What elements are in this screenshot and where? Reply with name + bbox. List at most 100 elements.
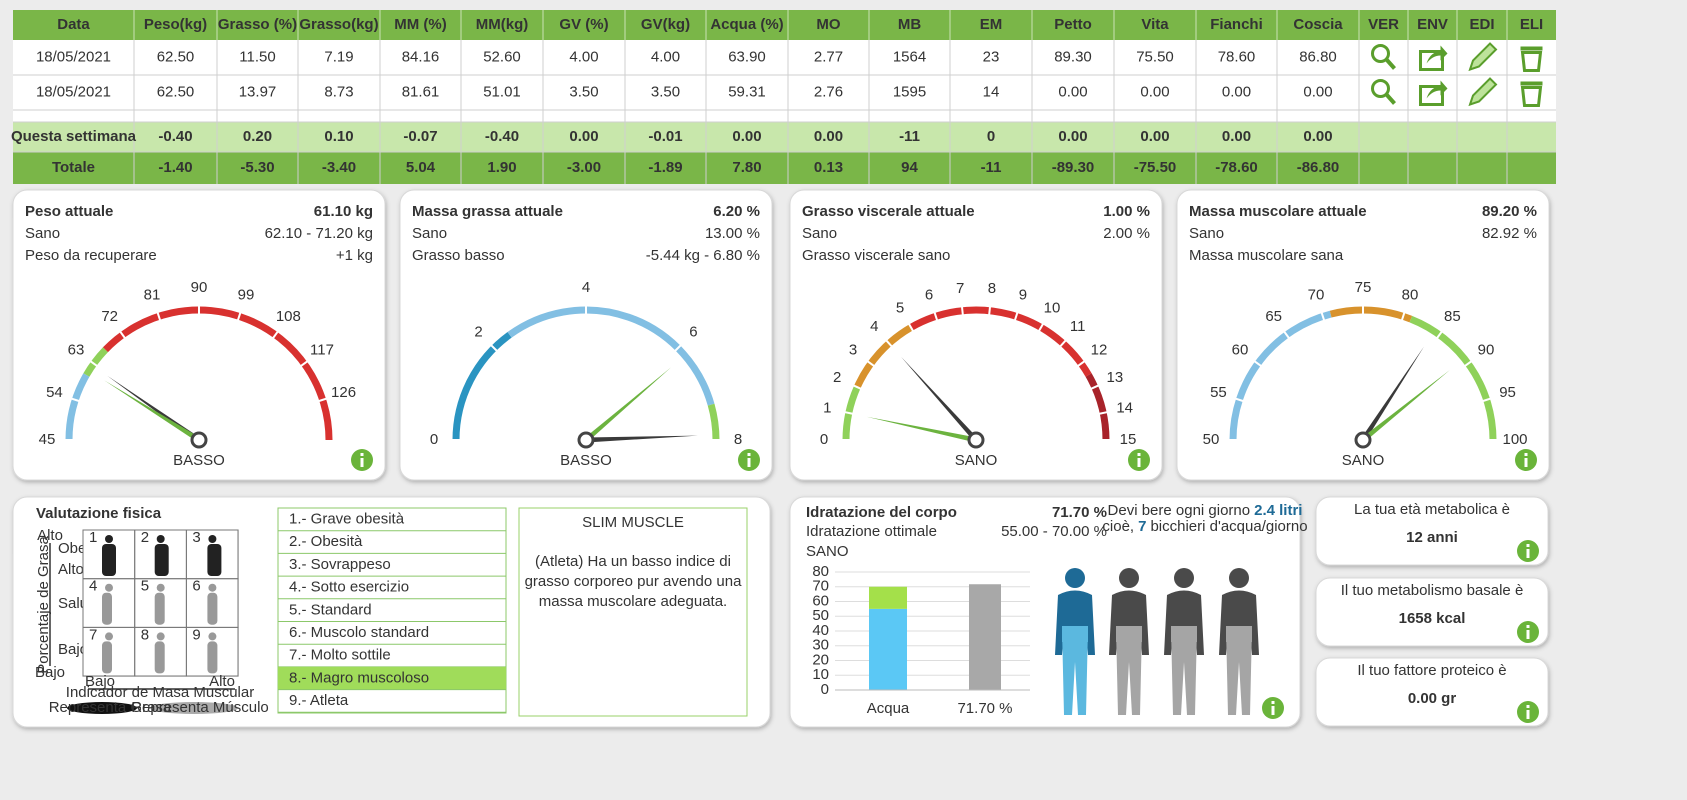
gauge-tick: [1320, 311, 1326, 322]
gauge-tick-label: 100: [1502, 431, 1527, 448]
option-item[interactable]: 6.- Muscolo standard: [278, 624, 506, 645]
gauge-tick-label: 99: [238, 286, 255, 303]
gauge-needle: [866, 416, 977, 443]
gauge-tick: [70, 397, 81, 403]
icon-shape: [1419, 85, 1444, 106]
column-header: VER: [1368, 16, 1399, 33]
option-item[interactable]: 2.- Obesità: [278, 533, 506, 554]
icon-shape: [1419, 50, 1444, 71]
y-tick-label: 80: [812, 563, 829, 580]
option-item[interactable]: 3.- Sovrappeso: [278, 556, 506, 577]
table-cell: 51.01: [483, 83, 521, 100]
delete-button[interactable]: [1520, 81, 1543, 107]
table-cell: 86.80: [1299, 48, 1337, 65]
gauge-tick: [1234, 397, 1245, 403]
gauge-hub: [1354, 431, 1372, 449]
figure-head: [156, 535, 165, 543]
gauge-tick: [1463, 359, 1473, 368]
info-dot: [1137, 453, 1141, 456]
option-label: 1.- Grave obesità: [289, 510, 405, 527]
gauge-tick: [852, 384, 863, 391]
info-button[interactable]: [351, 449, 373, 471]
result-text: massa muscolare adeguata.: [539, 593, 727, 610]
gauge-value: 1.00 %: [1103, 203, 1150, 220]
info-button[interactable]: [1515, 449, 1537, 471]
option-item[interactable]: 8.- Magro muscoloso: [278, 666, 506, 691]
optimal-range: 55.00 - 70.00 %: [1001, 523, 1107, 540]
y-tick-label: 0: [821, 681, 829, 698]
info-button[interactable]: [738, 449, 760, 471]
cell-number: 1: [89, 529, 97, 546]
view-button[interactable]: [1371, 44, 1396, 70]
edit-button[interactable]: [1468, 42, 1498, 72]
table-cell: 2.76: [814, 83, 843, 100]
delete-button[interactable]: [1520, 46, 1543, 72]
option-label: 6.- Muscolo standard: [289, 624, 429, 641]
card: [12, 189, 386, 481]
table-cell: 3.50: [651, 83, 680, 100]
icon-shape: [1371, 44, 1390, 63]
gauge-tick-label: 1: [823, 399, 831, 416]
view-button[interactable]: [1371, 79, 1396, 105]
summary-cell: 0.10: [324, 128, 353, 145]
summary-cell: -11: [899, 128, 920, 145]
summary-cell: 94: [901, 159, 918, 176]
info-button[interactable]: [1517, 701, 1539, 723]
summary-cell: 0: [987, 128, 995, 145]
icon-shape: [1385, 93, 1396, 105]
figure-torso: [1164, 590, 1204, 655]
gauge-value: 61.10 kg: [314, 203, 373, 220]
option-item[interactable]: 4.- Sotto esercizio: [278, 579, 506, 600]
card: [399, 189, 773, 481]
gauge-tick-label: 14: [1116, 399, 1133, 416]
card-value: 0.00 gr: [1408, 690, 1457, 707]
send-button[interactable]: [1419, 80, 1448, 106]
axis-label: Alto: [37, 527, 63, 544]
gauge-tick-label: 50: [1203, 431, 1220, 448]
info-button[interactable]: [1517, 621, 1539, 643]
y-tick-label: 30: [812, 637, 829, 654]
gauge-center-label: BASSO: [173, 452, 225, 469]
info-button[interactable]: [1128, 449, 1150, 471]
cell-number: 3: [192, 529, 200, 546]
send-button[interactable]: [1419, 45, 1448, 71]
figure-body: [102, 641, 112, 674]
healthy-label: Sano: [802, 225, 837, 242]
gauge-tick-label: 63: [68, 342, 85, 359]
healthy-range: 82.92 %: [1482, 225, 1537, 242]
figure-body: [102, 544, 116, 576]
gauge-tick: [1253, 359, 1263, 368]
gauge-tick-label: 2: [833, 369, 841, 386]
axis-label: Alto: [209, 673, 235, 690]
figure-head: [1229, 568, 1249, 588]
icon-shape: [1371, 79, 1390, 98]
healthy-range: 2.00 %: [1103, 225, 1150, 242]
gauge-tick-label: 55: [1210, 384, 1227, 401]
table-cell: 1564: [893, 48, 926, 65]
info-dot: [1524, 453, 1528, 456]
gauge-band: [507, 306, 715, 406]
info-button[interactable]: [1262, 697, 1284, 719]
gauge-value: 6.20 %: [713, 203, 760, 220]
summary-cell: 5.04: [406, 159, 436, 176]
gauge-value: 89.20 %: [1482, 203, 1537, 220]
edit-button[interactable]: [1468, 77, 1498, 107]
option-item[interactable]: 1.- Grave obesità: [278, 510, 506, 532]
table-cell: 0.00: [1058, 83, 1087, 100]
axis-title: Porcentaje de Grasa: [35, 536, 52, 674]
figure-hips: [1171, 626, 1197, 642]
option-item[interactable]: 9.- Atleta: [278, 692, 506, 713]
info-button[interactable]: [1517, 540, 1539, 562]
summary-cell: -1.40: [158, 159, 192, 176]
column-header: MO: [816, 16, 840, 33]
gauge-title: Massa grassa attuale: [412, 203, 563, 220]
gauge-tick-label: 60: [1232, 342, 1249, 359]
table-cell: 81.61: [402, 83, 440, 100]
figure-legs: [1062, 628, 1088, 715]
gauge-title: Grasso viscerale attuale: [802, 203, 975, 220]
option-item[interactable]: 5.- Standard: [278, 601, 506, 622]
table-cell: 23: [983, 48, 1000, 65]
status-label: Grasso basso: [412, 247, 505, 264]
table-cell: 3.50: [569, 83, 598, 100]
